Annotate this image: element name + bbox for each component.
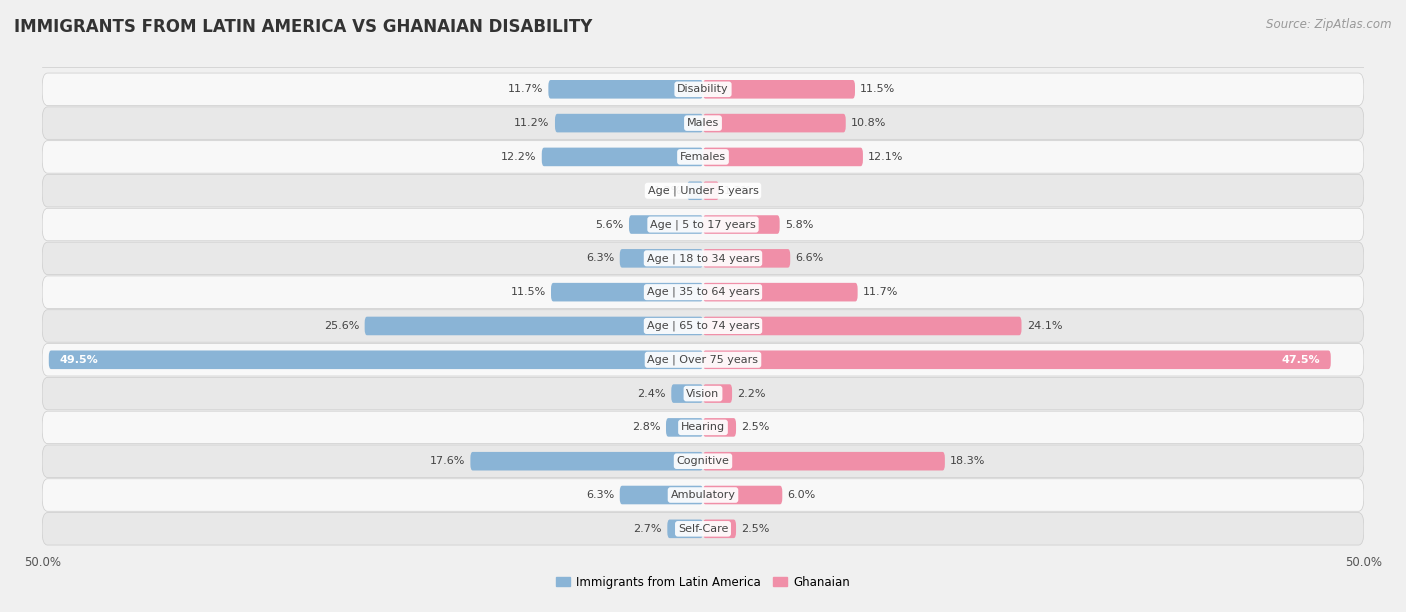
FancyBboxPatch shape — [620, 249, 703, 267]
Text: 6.6%: 6.6% — [796, 253, 824, 263]
FancyBboxPatch shape — [703, 181, 718, 200]
Text: 6.3%: 6.3% — [586, 253, 614, 263]
Text: 12.2%: 12.2% — [501, 152, 537, 162]
Text: 2.4%: 2.4% — [637, 389, 666, 398]
Text: Cognitive: Cognitive — [676, 456, 730, 466]
Text: Vision: Vision — [686, 389, 720, 398]
FancyBboxPatch shape — [703, 486, 782, 504]
Text: Hearing: Hearing — [681, 422, 725, 433]
FancyBboxPatch shape — [551, 283, 703, 302]
FancyBboxPatch shape — [703, 283, 858, 302]
FancyBboxPatch shape — [42, 411, 1364, 444]
Text: Males: Males — [688, 118, 718, 128]
FancyBboxPatch shape — [471, 452, 703, 471]
FancyBboxPatch shape — [42, 141, 1364, 173]
FancyBboxPatch shape — [703, 418, 737, 437]
Text: Ambulatory: Ambulatory — [671, 490, 735, 500]
Text: 6.0%: 6.0% — [787, 490, 815, 500]
Text: Age | 18 to 34 years: Age | 18 to 34 years — [647, 253, 759, 264]
FancyBboxPatch shape — [703, 520, 737, 538]
Text: Age | 35 to 64 years: Age | 35 to 64 years — [647, 287, 759, 297]
Text: 11.5%: 11.5% — [510, 287, 546, 297]
Text: 18.3%: 18.3% — [950, 456, 986, 466]
FancyBboxPatch shape — [42, 310, 1364, 342]
Text: 1.2%: 1.2% — [724, 185, 752, 196]
Text: Source: ZipAtlas.com: Source: ZipAtlas.com — [1267, 18, 1392, 31]
Text: Self-Care: Self-Care — [678, 524, 728, 534]
FancyBboxPatch shape — [703, 147, 863, 166]
Text: 47.5%: 47.5% — [1282, 355, 1320, 365]
FancyBboxPatch shape — [42, 208, 1364, 241]
Text: IMMIGRANTS FROM LATIN AMERICA VS GHANAIAN DISABILITY: IMMIGRANTS FROM LATIN AMERICA VS GHANAIA… — [14, 18, 592, 36]
FancyBboxPatch shape — [703, 114, 846, 132]
Text: 5.6%: 5.6% — [596, 220, 624, 230]
FancyBboxPatch shape — [703, 351, 1330, 369]
Text: 2.2%: 2.2% — [737, 389, 766, 398]
Text: Females: Females — [681, 152, 725, 162]
FancyBboxPatch shape — [703, 80, 855, 99]
FancyBboxPatch shape — [42, 73, 1364, 105]
Text: 2.5%: 2.5% — [741, 524, 769, 534]
FancyBboxPatch shape — [628, 215, 703, 234]
Text: 49.5%: 49.5% — [59, 355, 98, 365]
FancyBboxPatch shape — [541, 147, 703, 166]
FancyBboxPatch shape — [703, 316, 1022, 335]
Text: 2.8%: 2.8% — [633, 422, 661, 433]
Text: Age | 5 to 17 years: Age | 5 to 17 years — [650, 219, 756, 230]
FancyBboxPatch shape — [688, 181, 703, 200]
Text: Age | Over 75 years: Age | Over 75 years — [648, 354, 758, 365]
FancyBboxPatch shape — [666, 418, 703, 437]
FancyBboxPatch shape — [42, 174, 1364, 207]
FancyBboxPatch shape — [703, 249, 790, 267]
FancyBboxPatch shape — [555, 114, 703, 132]
FancyBboxPatch shape — [548, 80, 703, 99]
FancyBboxPatch shape — [42, 513, 1364, 545]
FancyBboxPatch shape — [42, 445, 1364, 477]
Text: 10.8%: 10.8% — [851, 118, 886, 128]
Text: Disability: Disability — [678, 84, 728, 94]
Text: 11.2%: 11.2% — [515, 118, 550, 128]
Text: 2.5%: 2.5% — [741, 422, 769, 433]
FancyBboxPatch shape — [42, 479, 1364, 511]
FancyBboxPatch shape — [703, 452, 945, 471]
FancyBboxPatch shape — [42, 276, 1364, 308]
FancyBboxPatch shape — [620, 486, 703, 504]
FancyBboxPatch shape — [42, 343, 1364, 376]
Text: 5.8%: 5.8% — [785, 220, 813, 230]
Text: Age | 65 to 74 years: Age | 65 to 74 years — [647, 321, 759, 331]
Text: Age | Under 5 years: Age | Under 5 years — [648, 185, 758, 196]
Text: 11.7%: 11.7% — [508, 84, 543, 94]
Text: 24.1%: 24.1% — [1026, 321, 1063, 331]
FancyBboxPatch shape — [42, 242, 1364, 275]
Text: 11.7%: 11.7% — [863, 287, 898, 297]
FancyBboxPatch shape — [42, 378, 1364, 410]
FancyBboxPatch shape — [364, 316, 703, 335]
FancyBboxPatch shape — [668, 520, 703, 538]
Legend: Immigrants from Latin America, Ghanaian: Immigrants from Latin America, Ghanaian — [551, 571, 855, 593]
FancyBboxPatch shape — [671, 384, 703, 403]
FancyBboxPatch shape — [42, 107, 1364, 140]
Text: 2.7%: 2.7% — [634, 524, 662, 534]
Text: 6.3%: 6.3% — [586, 490, 614, 500]
Text: 17.6%: 17.6% — [430, 456, 465, 466]
FancyBboxPatch shape — [703, 215, 780, 234]
Text: 12.1%: 12.1% — [868, 152, 904, 162]
Text: 11.5%: 11.5% — [860, 84, 896, 94]
FancyBboxPatch shape — [703, 384, 733, 403]
FancyBboxPatch shape — [49, 351, 703, 369]
Text: 25.6%: 25.6% — [323, 321, 360, 331]
Text: 1.2%: 1.2% — [654, 185, 682, 196]
